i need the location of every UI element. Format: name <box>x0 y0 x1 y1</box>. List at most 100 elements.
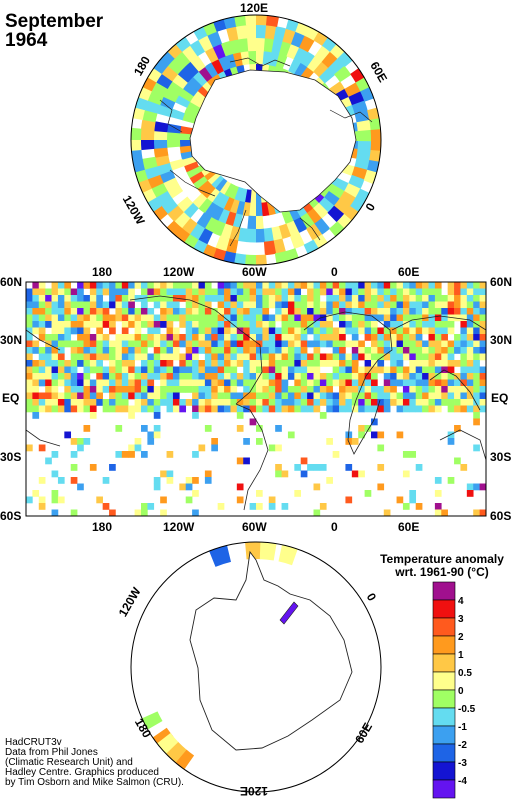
anomaly-cell <box>428 379 436 387</box>
anomaly-cell <box>339 353 346 361</box>
anomaly-cell <box>402 340 410 348</box>
anomaly-cell <box>236 457 244 465</box>
anomaly-cell <box>230 295 238 302</box>
legend-label: 0.5 <box>458 668 472 679</box>
anomaly-cell <box>326 314 333 322</box>
anomaly-cell <box>217 386 225 393</box>
anomaly-cell <box>268 496 276 504</box>
anomaly-cell <box>166 451 174 458</box>
anomaly-cell <box>390 347 397 354</box>
anomaly-cell <box>275 360 282 367</box>
anomaly-cell <box>466 301 474 309</box>
anomaly-cell <box>160 197 178 215</box>
anomaly-cell <box>141 503 148 510</box>
anomaly-cell <box>38 321 46 328</box>
anomaly-cell <box>57 314 65 322</box>
anomaly-cell <box>89 301 97 309</box>
anomaly-cell <box>70 386 78 393</box>
anomaly-cell <box>26 288 33 296</box>
anomaly-cell <box>147 379 155 387</box>
anomaly-cell <box>134 444 142 452</box>
anomaly-cell <box>141 405 148 413</box>
anomaly-cell <box>230 366 238 374</box>
anomaly-cell <box>153 399 161 406</box>
anomaly-cell <box>294 295 302 302</box>
anomaly-cell <box>339 295 346 302</box>
anomaly-cell <box>45 373 52 380</box>
anomaly-cell <box>160 353 167 361</box>
anomaly-cell <box>473 379 480 387</box>
anomaly-cell <box>409 340 417 348</box>
anomaly-cell <box>313 360 321 367</box>
legend-title-line1: Temperature anomaly <box>380 552 504 566</box>
anomaly-cell <box>51 509 59 516</box>
anomaly-cell <box>134 295 142 302</box>
anomaly-cell <box>402 470 410 478</box>
anomaly-cell <box>326 438 333 445</box>
anomaly-cell <box>83 327 91 335</box>
anomaly-cell <box>281 470 289 478</box>
anomaly-cell <box>358 295 365 302</box>
anomaly-cell <box>224 366 231 374</box>
anomaly-cell <box>289 232 305 249</box>
anomaly-cell <box>326 392 333 400</box>
anomaly-cell <box>441 399 448 406</box>
anomaly-cell <box>179 360 187 367</box>
anomaly-cell <box>281 366 289 374</box>
anomaly-cell <box>319 334 327 341</box>
anomaly-cell <box>230 308 238 315</box>
anomaly-cell <box>473 386 480 393</box>
anomaly-cell <box>96 496 103 504</box>
anomaly-cell <box>409 405 417 413</box>
anomaly-cell <box>51 392 59 400</box>
anomaly-cell <box>415 360 423 367</box>
anomaly-cell <box>294 340 302 348</box>
anomaly-cell <box>45 386 52 393</box>
anomaly-cell <box>454 347 461 354</box>
anomaly-cell <box>77 327 84 335</box>
anomaly-cell <box>262 353 270 361</box>
anomaly-cell <box>70 451 78 458</box>
anomaly-cell <box>447 405 455 413</box>
anomaly-cell <box>172 327 180 335</box>
anomaly-cell <box>172 314 180 322</box>
anomaly-cell <box>415 301 423 309</box>
anomaly-cell <box>217 295 225 302</box>
anomaly-cell <box>402 327 410 335</box>
anomaly-cell <box>192 360 199 367</box>
anomaly-cell <box>96 373 103 380</box>
anomaly-cell <box>38 399 46 406</box>
anomaly-cell <box>415 399 423 406</box>
anomaly-cell <box>236 405 244 413</box>
anomaly-cell <box>166 282 174 289</box>
anomaly-cell <box>351 470 359 478</box>
anomaly-cell <box>185 379 193 387</box>
anomaly-cell <box>198 340 206 348</box>
anomaly-cell <box>287 327 295 335</box>
anomaly-cell <box>64 321 72 328</box>
anomaly-cell <box>38 503 46 510</box>
anomaly-cell <box>281 340 289 348</box>
anomaly-cell <box>134 308 142 315</box>
anomaly-cell <box>249 360 257 367</box>
anomaly-cell <box>57 334 65 341</box>
anomaly-cell <box>174 94 191 108</box>
anomaly-cell <box>377 288 385 296</box>
anomaly-cell <box>243 379 250 387</box>
anomaly-cell <box>300 386 308 393</box>
anomaly-cell <box>109 295 116 302</box>
anomaly-cell <box>243 457 250 465</box>
anomaly-cell <box>434 347 442 354</box>
anomaly-cell <box>306 223 323 241</box>
anomaly-cell <box>134 438 142 445</box>
anomaly-cell <box>166 321 174 328</box>
anomaly-cell <box>121 340 129 348</box>
anomaly-cell <box>217 353 225 361</box>
anomaly-cell <box>358 308 365 315</box>
anomaly-cell <box>174 749 195 771</box>
anomaly-cell <box>371 347 378 354</box>
anomaly-cell <box>147 503 155 510</box>
anomaly-cell <box>224 340 231 348</box>
anomaly-cell <box>128 295 135 302</box>
anomaly-cell <box>390 288 397 296</box>
